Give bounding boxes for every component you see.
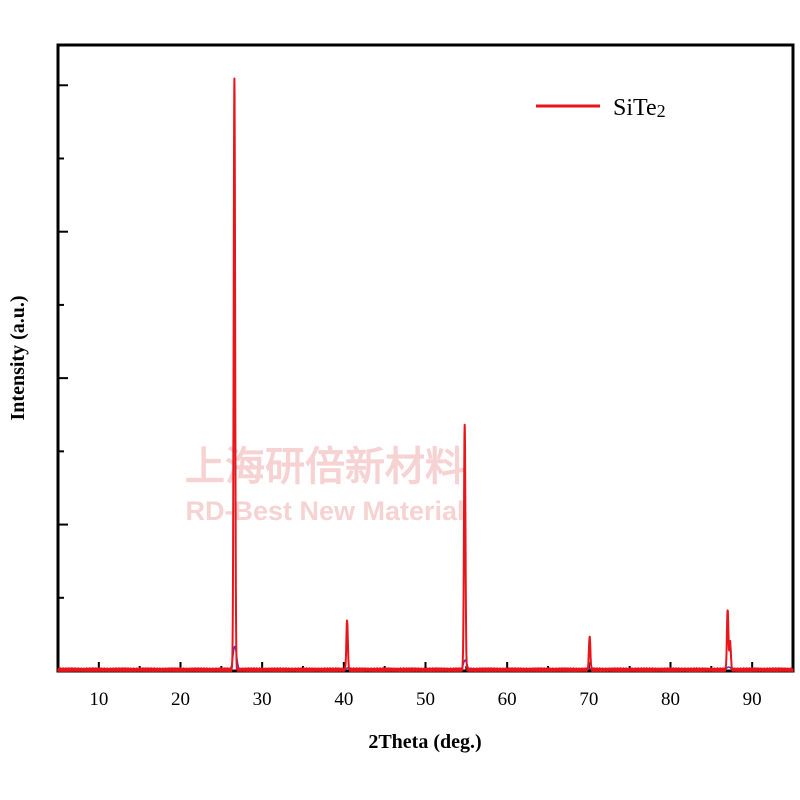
x-tick-label-1: 20 [171, 689, 190, 710]
x-tick-label-0: 10 [89, 689, 108, 710]
x-axis-title: 2Theta (deg.) [368, 731, 481, 753]
x-tick-label-5: 60 [498, 689, 517, 710]
x-tick-label-3: 40 [334, 689, 353, 710]
x-tick-label-7: 80 [661, 689, 680, 710]
legend: SiTe2 [536, 95, 666, 121]
x-axis-tick-labels: 10 20 30 40 50 60 70 80 90 [89, 689, 761, 710]
x-tick-label-6: 70 [579, 689, 598, 710]
legend-label-subscript: 2 [657, 101, 666, 121]
legend-label-main: SiTe [613, 95, 657, 121]
y-axis-ticks [58, 84, 68, 672]
legend-label: SiTe2 [613, 95, 666, 121]
y-axis-title: Intensity (a.u.) [7, 295, 29, 420]
series-sitе2-line [57, 77, 794, 672]
x-tick-label-4: 50 [416, 689, 435, 710]
series-layer [57, 77, 794, 672]
x-tick-label-2: 30 [253, 689, 272, 710]
watermark: 上海研倍新材料 RD-Best New Material [185, 444, 465, 526]
watermark-chinese: 上海研倍新材料 [185, 444, 465, 490]
watermark-english: RD-Best New Material [185, 496, 464, 526]
plot-frame [56, 43, 795, 673]
x-tick-label-8: 90 [743, 689, 762, 710]
